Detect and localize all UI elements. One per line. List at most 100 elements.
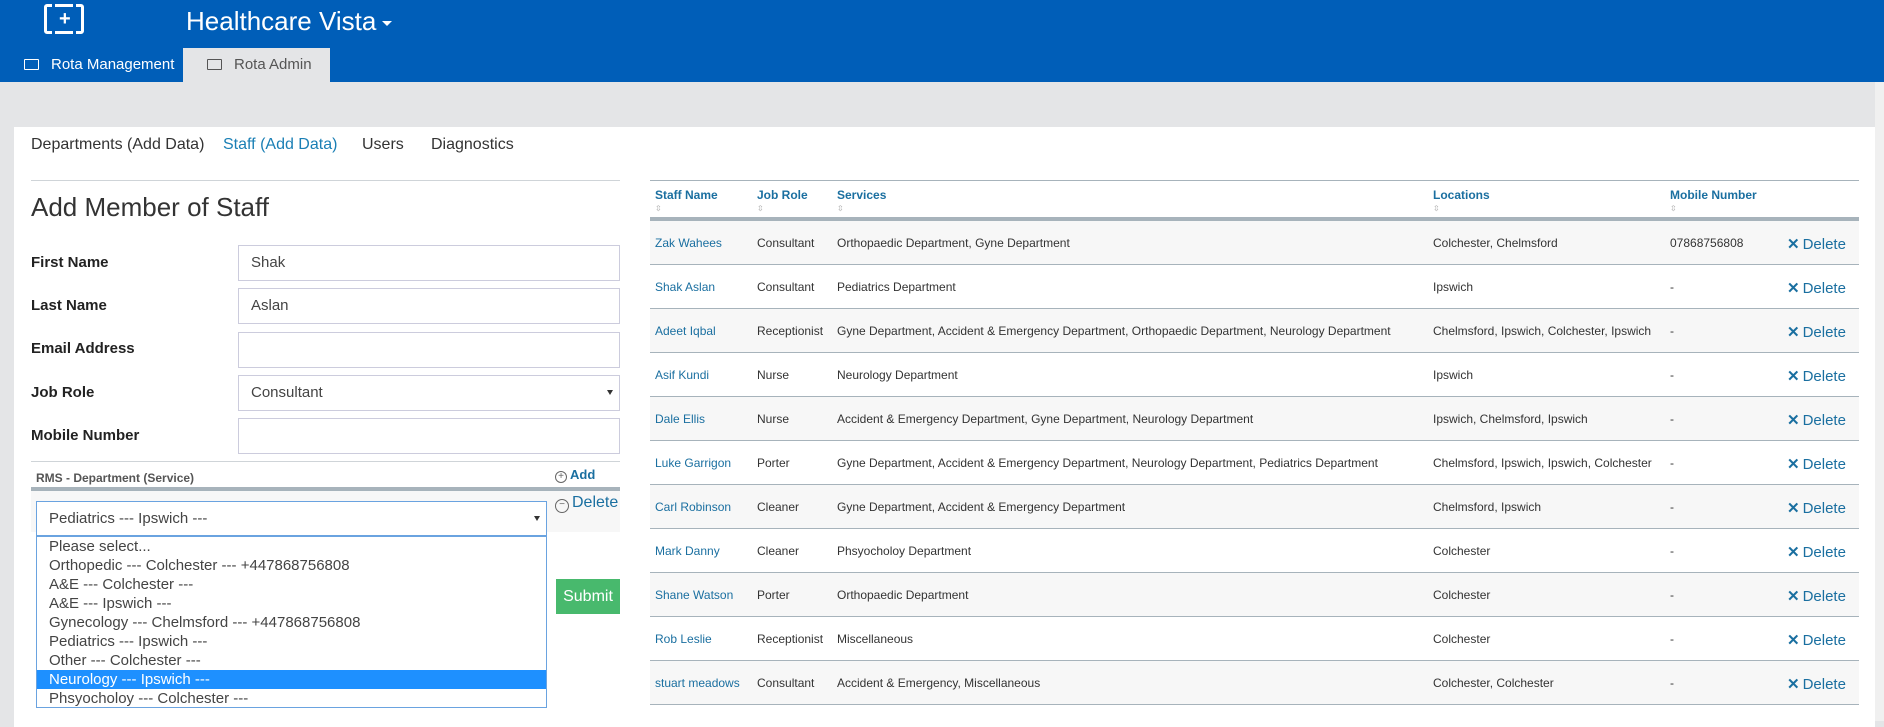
close-icon: ✕	[1787, 500, 1800, 517]
department-option[interactable]: Orthopedic --- Colchester --- +447868756…	[49, 557, 350, 574]
staff-name-link[interactable]: Luke Garrigon	[655, 456, 732, 470]
rms-header: RMS - Department (Service)	[31, 461, 620, 491]
scrollbar[interactable]	[1875, 82, 1884, 721]
staff-name-link[interactable]: Zak Wahees	[655, 236, 722, 250]
table-cell: -	[1670, 588, 1674, 602]
staff-name-link[interactable]: Rob Leslie	[655, 632, 712, 646]
first-name-input[interactable]: Shak	[238, 245, 620, 281]
table-cell: Consultant	[757, 236, 815, 250]
divider	[31, 180, 620, 181]
mobile-input[interactable]	[238, 418, 620, 454]
app-title-dropdown[interactable]: Healthcare Vista	[186, 6, 393, 37]
table-cell: -	[1670, 676, 1674, 690]
delete-button[interactable]: ✕ Delete	[1787, 412, 1846, 429]
table-cell: Consultant	[757, 280, 815, 294]
staff-name-link[interactable]: Shane Watson	[655, 588, 734, 602]
delete-button[interactable]: ✕ Delete	[1787, 324, 1846, 341]
delete-button[interactable]: ✕ Delete	[1787, 676, 1846, 693]
column-header[interactable]: Mobile Number ⇳	[1670, 188, 1757, 213]
email-label: Email Address	[31, 340, 135, 357]
table-row: Zak Wahees Consultant Orthopaedic Departme…	[650, 221, 1859, 265]
close-icon: ✕	[1787, 632, 1800, 649]
column-header[interactable]: Locations ⇳	[1433, 188, 1490, 213]
nav-staff[interactable]: Staff (Add Data)	[223, 136, 338, 153]
close-icon: ✕	[1787, 412, 1800, 429]
table-cell: Nurse	[757, 368, 790, 382]
delete-button[interactable]: ✕ Delete	[1787, 500, 1846, 517]
delete-button[interactable]: ✕ Delete	[1787, 368, 1846, 385]
department-options-list[interactable]: Please select... Orthopedic --- Colcheste…	[36, 536, 547, 708]
delete-button[interactable]: ✕ Delete	[1787, 544, 1846, 561]
department-option[interactable]: Pediatrics --- Ipswich ---	[49, 633, 208, 650]
staff-name-link[interactable]: Mark Danny	[655, 544, 720, 558]
nav-diagnostics[interactable]: Diagnostics	[431, 136, 514, 153]
table-cell: Orthopaedic Department, Gyne Department	[837, 236, 1070, 250]
nav-users[interactable]: Users	[362, 136, 404, 153]
job-role-select[interactable]: Consultant	[238, 375, 620, 411]
caret-down-icon	[382, 20, 393, 26]
close-icon: ✕	[1787, 236, 1800, 253]
delete-button[interactable]: ✕ Delete	[1787, 632, 1846, 649]
table-cell: -	[1670, 368, 1674, 382]
tab-rota-management[interactable]: Rota Management	[0, 48, 192, 82]
table-row: Luke Garrigon Porter Gyne Department, Acci…	[650, 441, 1859, 485]
table-cell: Chelmsford, Ipswich	[1433, 500, 1542, 514]
table-cell: -	[1670, 324, 1674, 338]
table-cell: Colchester, Colchester	[1433, 676, 1554, 690]
department-option[interactable]: Other --- Colchester ---	[49, 652, 201, 669]
table-cell: Cleaner	[757, 544, 800, 558]
table-cell: Accident & Emergency Department, Gyne De…	[837, 412, 1254, 426]
staff-name-link[interactable]: stuart meadows	[655, 676, 740, 690]
delete-button[interactable]: ✕ Delete	[1787, 236, 1846, 253]
top-bar: + Healthcare Vista Rota Management Rota …	[0, 0, 1884, 82]
delete-button[interactable]: ✕ Delete	[1787, 456, 1846, 473]
table-cell: Cleaner	[757, 500, 800, 514]
nav-departments[interactable]: Departments (Add Data)	[31, 136, 205, 153]
table-cell: 07868756808	[1670, 236, 1744, 250]
add-department-button[interactable]: + Add	[555, 467, 595, 483]
department-option[interactable]: Neurology --- Ipswich ---	[37, 670, 546, 689]
delete-button[interactable]: ✕ Delete	[1787, 280, 1846, 297]
staff-name-link[interactable]: Shak Aslan	[655, 280, 716, 294]
folder-icon	[24, 59, 39, 70]
table-cell: -	[1670, 412, 1674, 426]
close-icon: ✕	[1787, 676, 1800, 693]
table-cell: Ipswich	[1433, 280, 1474, 294]
staff-name-link[interactable]: Dale Ellis	[655, 412, 706, 426]
table-cell: Porter	[757, 456, 790, 470]
department-option[interactable]: A&E --- Ipswich ---	[49, 595, 172, 612]
submit-button[interactable]: Submit	[556, 579, 620, 614]
table-row: Adeet Iqbal Receptionist Gyne Department, …	[650, 309, 1859, 353]
table-cell: Ipswich, Chelmsford, Ipswich	[1433, 412, 1588, 426]
delete-department-button[interactable]: − Delete	[555, 494, 618, 513]
sort-icon: ⇳	[1670, 204, 1677, 213]
last-name-input[interactable]: Aslan	[238, 288, 620, 324]
department-select[interactable]: Pediatrics --- Ipswich ---	[36, 501, 547, 536]
table-row: Rob Leslie Receptionist Miscellaneous Colch…	[650, 617, 1859, 661]
table-cell: -	[1670, 544, 1674, 558]
staff-name-link[interactable]: Asif Kundi	[655, 368, 710, 382]
medical-kit-logo: +	[44, 4, 84, 34]
staff-name-link[interactable]: Adeet Iqbal	[655, 324, 716, 338]
department-option[interactable]: Phsyocholoy --- Colchester ---	[49, 690, 249, 707]
department-option[interactable]: A&E --- Colchester ---	[49, 576, 194, 593]
column-header[interactable]: Job Role ⇳	[757, 188, 808, 213]
staff-name-link[interactable]: Carl Robinson	[655, 500, 732, 514]
job-role-label: Job Role	[31, 384, 95, 401]
staff-table: Staff Name ⇳ Job Role ⇳ Services ⇳ Locations ⇳ M…	[650, 180, 1859, 705]
first-name-label: First Name	[31, 254, 109, 271]
column-header[interactable]: Staff Name ⇳	[655, 188, 718, 213]
department-option[interactable]: Gynecology --- Chelmsford --- +447868756…	[49, 614, 361, 631]
table-cell: Chelmsford, Ipswich, Colchester, Ipswich	[1433, 324, 1652, 338]
department-option[interactable]: Please select...	[49, 538, 151, 555]
folder-icon	[207, 59, 222, 70]
sort-icon: ⇳	[757, 204, 764, 213]
email-input[interactable]	[238, 332, 620, 368]
chevron-down-icon	[607, 390, 613, 395]
close-icon: ✕	[1787, 456, 1800, 473]
table-row: Shane Watson Porter Orthopaedic Department…	[650, 573, 1859, 617]
delete-button[interactable]: ✕ Delete	[1787, 588, 1846, 605]
close-icon: ✕	[1787, 588, 1800, 605]
tab-rota-admin[interactable]: Rota Admin	[183, 48, 330, 82]
column-header[interactable]: Services ⇳	[837, 188, 887, 213]
